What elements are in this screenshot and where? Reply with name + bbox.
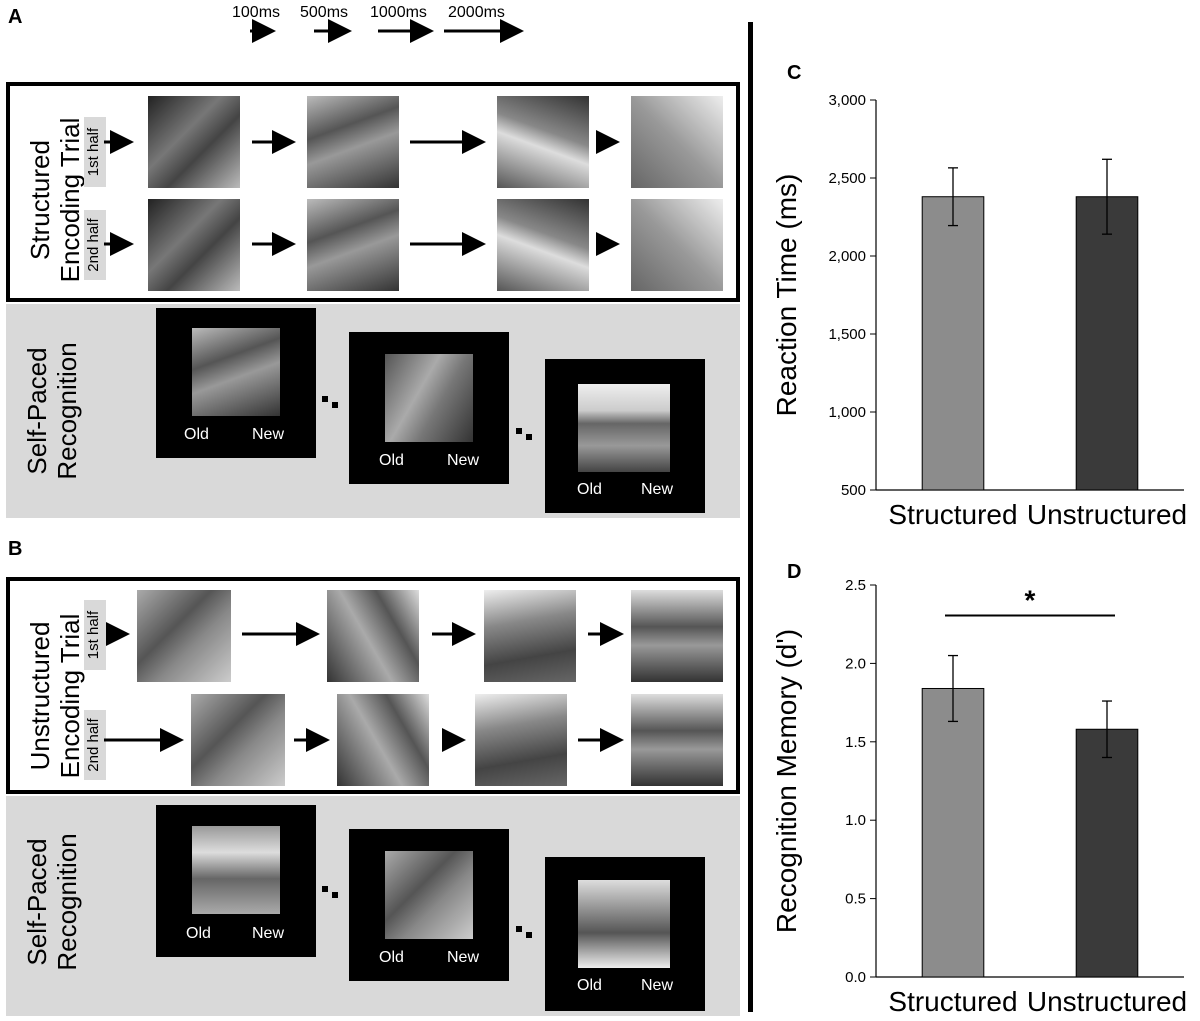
scene-bridge-image <box>497 96 589 188</box>
y-tick-label: 2.5 <box>845 577 866 594</box>
new-option[interactable]: New <box>641 977 674 994</box>
y-tick-label: 0.5 <box>845 891 866 908</box>
scene-field-image <box>578 384 670 472</box>
scene-brick-building-image <box>484 590 576 682</box>
new-option[interactable]: New <box>641 481 674 498</box>
panel-b-label: B <box>8 538 23 560</box>
y-tick-label: 3,000 <box>828 92 866 109</box>
y-axis-title: Reaction Time (ms) <box>771 174 802 417</box>
y-tick-label: 1.5 <box>845 734 866 751</box>
timing-500ms: 500ms <box>300 4 349 21</box>
recognition-screen: Old New <box>156 308 316 458</box>
scene-building-image <box>307 96 399 188</box>
scene-building-image <box>307 199 399 291</box>
scene-snow-forest-image <box>578 880 670 968</box>
recognition-screen: Old New <box>156 805 316 957</box>
scene-building-image <box>192 328 280 416</box>
panel-d-label: D <box>787 561 802 583</box>
scene-railway-image <box>137 590 231 682</box>
new-option[interactable]: New <box>252 925 285 942</box>
y-axis-title: Recognition Memory (d') <box>771 629 802 933</box>
new-option[interactable]: New <box>447 949 480 966</box>
old-option[interactable]: Old <box>379 452 404 469</box>
scene-hallway-image <box>385 354 473 442</box>
bar-unstructured <box>1075 728 1139 978</box>
y-tick-label: 1,000 <box>828 404 866 421</box>
scene-room-image <box>631 96 723 188</box>
scene-staircase-image <box>148 96 240 188</box>
panel-divider <box>748 22 753 1012</box>
y-tick-label: 2,500 <box>828 170 866 187</box>
reaction-time-chart: 500 1,000 1,500 2,000 2,500 3,000 Reaction Tim… <box>771 92 1187 530</box>
recognition-screen: Old New <box>545 857 705 1011</box>
timing-2000ms: 2000ms <box>448 4 505 21</box>
unstructured-recognition-label: Self-Paced Recognition <box>22 833 82 971</box>
timing-1000ms: 1000ms <box>370 4 427 21</box>
panel-a-label: A <box>8 6 23 28</box>
timing-100ms: 100ms <box>232 4 281 21</box>
bar-unstructured <box>1075 196 1139 491</box>
y-tick-label: 1,500 <box>828 326 866 343</box>
scene-brick-building-image <box>475 694 567 786</box>
recognition-screen: Old New <box>349 332 509 484</box>
old-option[interactable]: Old <box>379 949 404 966</box>
y-tick-label: 2.0 <box>845 655 866 672</box>
old-option[interactable]: Old <box>186 925 211 942</box>
unstructured-timing-arrows <box>104 622 624 752</box>
bar-structured <box>921 687 985 978</box>
scene-maze-image <box>631 590 723 682</box>
new-option[interactable]: New <box>252 426 285 443</box>
old-option[interactable]: Old <box>577 481 602 498</box>
timing-arrows <box>250 19 524 43</box>
new-option[interactable]: New <box>447 452 480 469</box>
y-tick-label: 2,000 <box>828 248 866 265</box>
structured-timing-arrows <box>104 130 620 256</box>
x-tick-label: Unstructured <box>1027 986 1187 1017</box>
bar-structured <box>921 196 985 491</box>
scene-arcade-image <box>192 826 280 914</box>
y-tick-label: 0.0 <box>845 969 866 986</box>
scene-railway-image <box>191 694 285 786</box>
recognition-memory-chart: 0.0 0.5 1.0 1.5 2.0 2.5 Recognition Memory (d'… <box>771 577 1187 1017</box>
scene-room-image <box>631 199 723 291</box>
old-option[interactable]: Old <box>184 426 209 443</box>
scene-bridge-image <box>497 199 589 291</box>
scene-maze-image <box>631 694 723 786</box>
panel-c-label: C <box>787 62 802 84</box>
scene-railway-image <box>385 851 473 939</box>
significance-star: * <box>1025 585 1036 616</box>
x-tick-label: Structured <box>888 986 1017 1017</box>
scene-stairwell-image <box>337 694 429 786</box>
old-option[interactable]: Old <box>577 977 602 994</box>
x-tick-label: Unstructured <box>1027 499 1187 530</box>
x-tick-label: Structured <box>888 499 1017 530</box>
scene-stairwell-image <box>327 590 419 682</box>
recognition-screen: Old New <box>349 829 509 981</box>
scene-staircase-image <box>148 199 240 291</box>
y-tick-label: 1.0 <box>845 812 866 829</box>
y-tick-label: 500 <box>841 482 866 499</box>
recognition-screen: Old New <box>545 359 705 513</box>
